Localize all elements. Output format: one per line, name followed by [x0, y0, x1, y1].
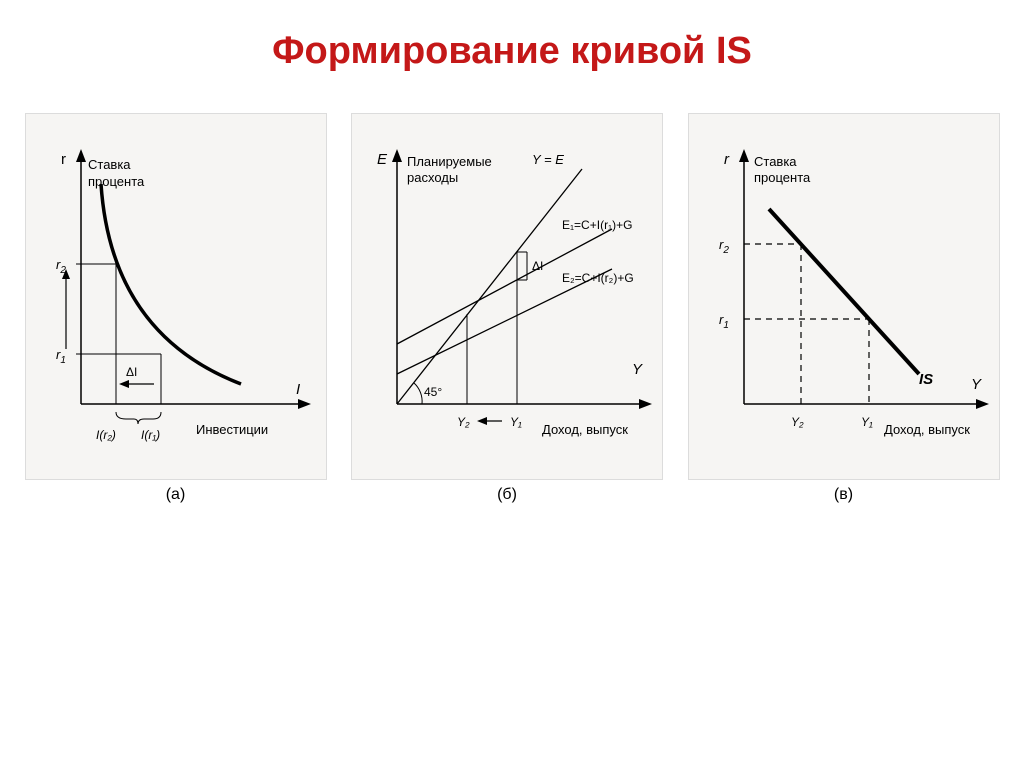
panel-a-r1: r1: [56, 347, 66, 366]
panel-a-x-var: I: [296, 381, 300, 398]
panel-a-y-title2: процента: [88, 174, 145, 189]
panels-row: r Ставка процента I Инвестиции r2 r1: [0, 113, 1024, 504]
page-title: Формирование кривой IS: [0, 0, 1024, 73]
panel-c-Y2: Y₂: [791, 415, 804, 429]
panel-b-y-title2: расходы: [407, 170, 458, 185]
panel-a-caption: (а): [25, 486, 327, 504]
panel-b-y-var: E: [377, 151, 388, 168]
panel-c-IS: IS: [919, 371, 933, 388]
panel-a-y-title1: Ставка: [88, 157, 131, 172]
panel-b-wrap: E Планируемые расходы Y Доход, выпуск Y …: [351, 113, 663, 504]
panel-c-x-var: Y: [971, 376, 982, 393]
panel-a-Ir2: I(r₂): [96, 428, 116, 442]
panel-b-45-eq: Y = E: [532, 152, 564, 167]
panel-b-Y2: Y₂: [457, 415, 470, 429]
panel-b-delta: ΔI: [532, 259, 543, 273]
panel-a-Ir1: I(r₁): [141, 428, 160, 442]
panel-c: r Ставка процента Y Доход, выпуск r2 r1 …: [688, 113, 1000, 480]
panel-a-x-title: Инвестиции: [196, 422, 268, 437]
panel-c-y-title1: Ставка: [754, 154, 797, 169]
panel-c-r1: r1: [719, 312, 729, 331]
panel-c-y-var: r: [724, 151, 730, 168]
panel-b-x-var: Y: [632, 361, 643, 378]
panel-c-r2: r2: [719, 237, 729, 256]
panel-b-E1: E₁=C+I(r₁)+G: [562, 218, 632, 232]
panel-b-Y1: Y₁: [510, 415, 522, 429]
panel-c-y-title2: процента: [754, 170, 811, 185]
panel-b-x-title: Доход, выпуск: [542, 422, 628, 437]
panel-c-x-title: Доход, выпуск: [884, 422, 970, 437]
panel-b-45: 45°: [424, 385, 442, 399]
panel-b-caption: (б): [351, 486, 663, 504]
panel-a-svg: r Ставка процента I Инвестиции r2 r1: [26, 114, 326, 474]
panel-c-Y1: Y₁: [861, 415, 873, 429]
panel-a: r Ставка процента I Инвестиции r2 r1: [25, 113, 327, 480]
panel-a-delta: ΔI: [126, 365, 137, 379]
panel-b: E Планируемые расходы Y Доход, выпуск Y …: [351, 113, 663, 480]
panel-a-wrap: r Ставка процента I Инвестиции r2 r1: [25, 113, 327, 504]
panel-b-y-title1: Планируемые: [407, 154, 492, 169]
panel-a-y-var: r: [61, 151, 66, 168]
panel-b-E2: E₂=C+I(r₂)+G: [562, 271, 634, 285]
panel-c-caption: (в): [688, 486, 1000, 504]
panel-c-wrap: r Ставка процента Y Доход, выпуск r2 r1 …: [688, 113, 1000, 504]
panel-b-svg: E Планируемые расходы Y Доход, выпуск Y …: [352, 114, 662, 474]
panel-c-svg: r Ставка процента Y Доход, выпуск r2 r1 …: [689, 114, 999, 474]
